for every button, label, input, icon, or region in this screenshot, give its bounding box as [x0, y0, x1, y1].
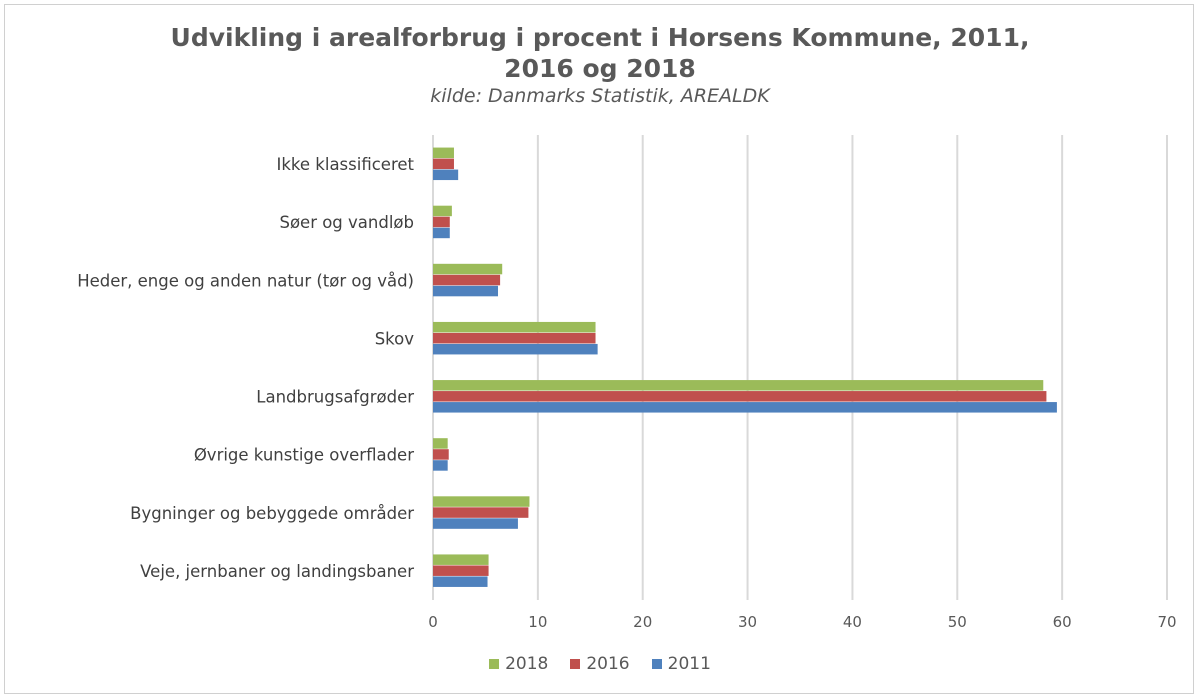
bar-2018 — [433, 438, 448, 449]
category-label: Bygninger og bebyggede områder — [130, 504, 414, 523]
bar-2018 — [433, 554, 489, 565]
chart-frame — [4, 4, 1194, 694]
x-tick-label: 70 — [1157, 613, 1176, 631]
bar-2011 — [433, 169, 459, 181]
x-tick-label: 50 — [948, 613, 967, 631]
bar-2018 — [433, 380, 1044, 391]
bar-2018 — [433, 496, 530, 507]
category-label: Ikke klassificeret — [277, 155, 415, 174]
bar-2016 — [433, 565, 489, 576]
bar-2018 — [433, 147, 454, 159]
bar-2016 — [433, 449, 449, 460]
x-tick-label: 10 — [528, 613, 547, 631]
bar-2018 — [433, 321, 596, 333]
chart-title-line2: 2016 og 2018 — [504, 54, 696, 83]
bar-2011 — [433, 460, 448, 471]
legend-swatch — [570, 659, 581, 669]
bar-2011 — [433, 402, 1057, 413]
category-label: Søer og vandløb — [279, 213, 414, 232]
bar-2011 — [433, 518, 518, 529]
bar-2016 — [433, 216, 450, 228]
bar-2011 — [433, 343, 598, 355]
bar-2016 — [433, 391, 1047, 402]
legend-label: 2016 — [586, 654, 630, 674]
category-label: Heder, enge og anden natur (tør og våd) — [77, 271, 414, 290]
category-label: Øvrige kunstige overflader — [194, 446, 414, 465]
legend-swatch — [489, 659, 500, 669]
category-label: Landbrugsafgrøder — [256, 388, 414, 407]
x-tick-label: 60 — [1053, 613, 1072, 631]
bar-2016 — [433, 274, 501, 286]
x-tick-label: 20 — [633, 613, 652, 631]
legend-item-2016: 2016 — [570, 654, 630, 674]
legend-label: 2011 — [667, 654, 711, 674]
category-label: Skov — [375, 329, 415, 348]
legend: 2018 2016 2011 — [0, 654, 1200, 674]
legend-label: 2018 — [505, 654, 549, 674]
x-tick-label: 30 — [738, 613, 757, 631]
legend-swatch — [651, 659, 662, 669]
x-tick-label: 0 — [428, 613, 438, 631]
bar-2011 — [433, 227, 450, 239]
chart-subtitle: kilde: Danmarks Statistik, AREALDK — [430, 85, 770, 107]
bar-2016 — [433, 158, 454, 170]
bar-2011 — [433, 285, 499, 297]
x-tick-label: 40 — [843, 613, 862, 631]
legend-item-2011: 2011 — [651, 654, 711, 674]
legend-item-2018: 2018 — [489, 654, 548, 674]
category-label: Veje, jernbaner og landingsbaner — [140, 562, 414, 581]
bar-2018 — [433, 263, 503, 275]
bar-2011 — [433, 576, 488, 587]
bar-2016 — [433, 507, 529, 518]
bar-2016 — [433, 332, 596, 344]
bar-2018 — [433, 205, 452, 217]
chart-title: Udvikling i arealforbrug i procent i Hor… — [0, 22, 1200, 84]
chart-title-line1: Udvikling i arealforbrug i procent i Hor… — [170, 23, 1030, 52]
